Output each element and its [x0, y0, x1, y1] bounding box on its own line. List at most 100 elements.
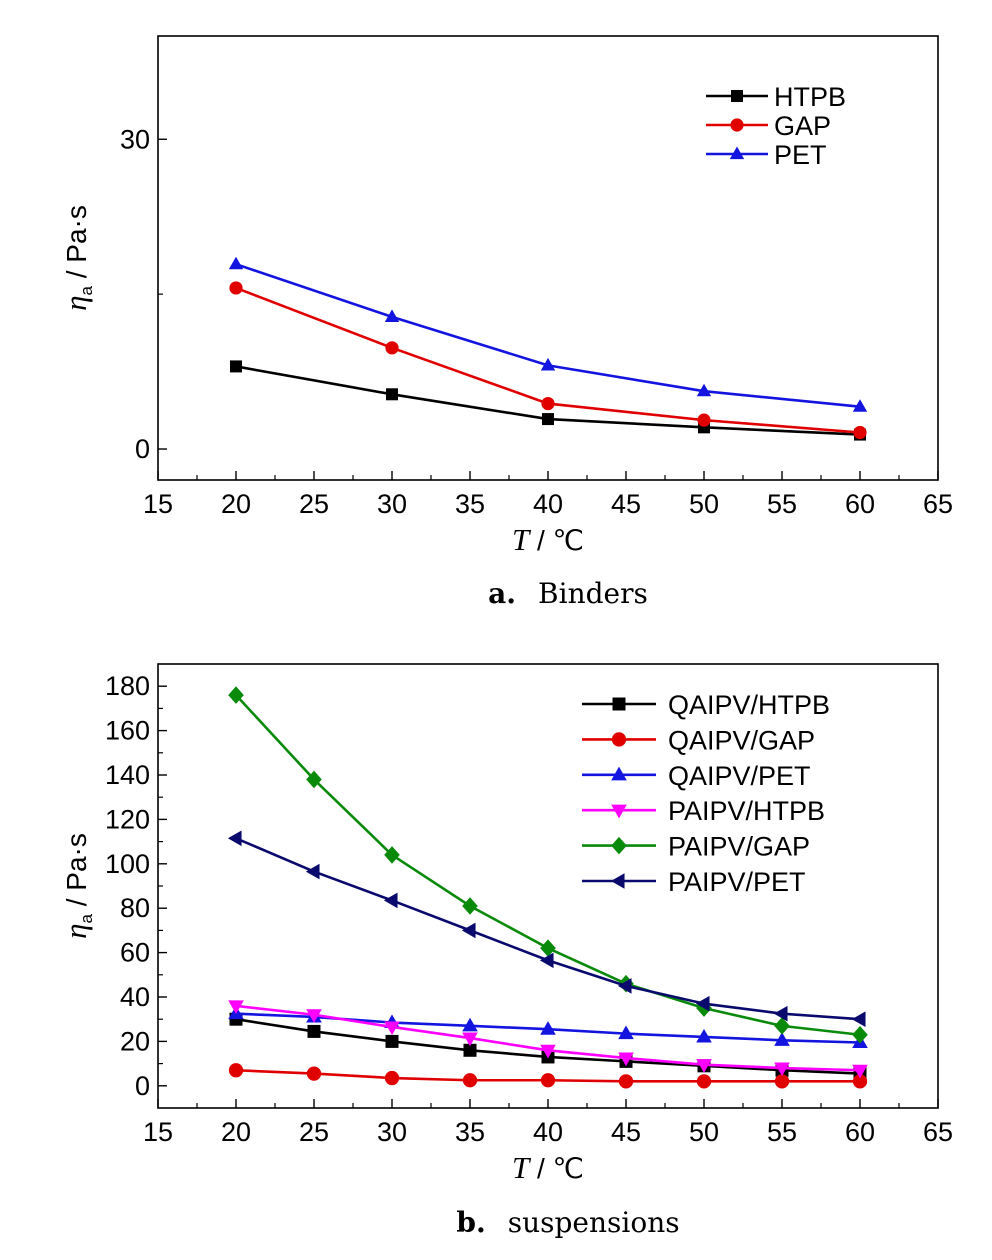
- data-point: [696, 1028, 712, 1043]
- data-point: [852, 1074, 868, 1089]
- legend-marker: [612, 697, 626, 711]
- legend-entry: PAIPV/HTPB: [582, 796, 825, 826]
- data-point: [227, 830, 242, 847]
- x-tick-label: 30: [377, 489, 407, 519]
- y-tick-label: 100: [105, 849, 150, 879]
- x-tick-label: 50: [689, 1117, 719, 1147]
- y-axis-label: ηa / Pa·s: [58, 205, 96, 311]
- data-point: [306, 770, 322, 789]
- data-point: [539, 952, 554, 969]
- chart-panel-b: 15 20 25 30 35 40 45 50 55 60 65 0 20 40 60 80 100 120 140…: [58, 663, 953, 1239]
- legend-entry: PET: [706, 140, 827, 170]
- data-point: [540, 357, 556, 371]
- y-tick-label: 0: [135, 1071, 150, 1101]
- data-point: [540, 1044, 556, 1059]
- x-tick-label: 45: [611, 1117, 641, 1147]
- legend-marker: [611, 732, 627, 747]
- series-qaipv-gap: [228, 1063, 868, 1089]
- legend-marker: [611, 766, 627, 781]
- data-point: [462, 897, 478, 915]
- data-point: [305, 863, 320, 880]
- data-point: [774, 1062, 790, 1077]
- data-point: [541, 396, 555, 411]
- x-tick-label: 30: [377, 1117, 407, 1147]
- data-point: [228, 686, 244, 704]
- y-tick-label: 80: [120, 893, 150, 923]
- data-point: [385, 1034, 399, 1048]
- legend-entry: QAIPV/GAP: [582, 725, 815, 755]
- data-point: [774, 1074, 790, 1089]
- y-axis-label-unit: / Pa·s: [61, 833, 92, 914]
- x-tick-label: 25: [299, 489, 329, 519]
- data-point: [696, 383, 712, 397]
- y-axis-label-var: η: [58, 296, 93, 311]
- y-axis-label-var: η: [58, 924, 93, 939]
- x-tick-label: 40: [533, 489, 563, 519]
- y-tick-label: 140: [105, 760, 150, 790]
- data-point: [696, 1074, 712, 1089]
- legend-entry: QAIPV/HTPB: [582, 690, 830, 720]
- legend-label: QAIPV/PET: [668, 761, 811, 791]
- legend-label: QAIPV/GAP: [668, 725, 815, 755]
- data-point: [617, 978, 632, 994]
- y-tick-label: 40: [120, 982, 150, 1012]
- data-point: [384, 1021, 400, 1036]
- legend-marker: [611, 804, 627, 819]
- data-point: [462, 1017, 478, 1032]
- data-point: [462, 1032, 478, 1047]
- data-point: [697, 413, 711, 427]
- legend-label: PAIPV/HTPB: [668, 796, 825, 826]
- x-tick-label: 15: [143, 1117, 173, 1147]
- panel-caption: a. Binders: [488, 577, 648, 610]
- data-point: [228, 1000, 244, 1015]
- legend-label: HTPB: [774, 82, 846, 112]
- legend-label: PAIPV/PET: [668, 867, 806, 897]
- data-point: [228, 1063, 244, 1078]
- data-point: [386, 388, 398, 401]
- data-point: [384, 309, 400, 322]
- y-tick-label: 60: [120, 938, 150, 968]
- x-tick-label: 65: [923, 489, 953, 519]
- legend-entry: PAIPV/PET: [582, 867, 806, 897]
- x-tick-label: 20: [221, 1117, 251, 1147]
- data-point: [540, 1073, 556, 1088]
- panel-caption-text: Binders: [538, 577, 648, 610]
- legend-label: PAIPV/GAP: [668, 832, 810, 862]
- x-tick-label: 20: [221, 489, 251, 519]
- data-point: [540, 939, 556, 957]
- data-point: [230, 360, 242, 373]
- data-point: [540, 1021, 556, 1035]
- legend-label: GAP: [774, 111, 831, 141]
- legend-entry: HTPB: [706, 82, 846, 112]
- data-point: [383, 892, 398, 909]
- y-tick-label: 0: [135, 434, 150, 464]
- data-point: [463, 1043, 477, 1057]
- data-point: [384, 1070, 400, 1086]
- x-tick-label: 55: [767, 1117, 797, 1147]
- y-axis-label-unit: / Pa·s: [61, 205, 92, 286]
- data-point: [773, 1005, 788, 1022]
- data-point: [228, 256, 244, 270]
- data-point: [384, 846, 400, 864]
- data-point: [307, 1024, 321, 1038]
- x-axis-label-var: T: [512, 522, 532, 557]
- series-gap: [229, 281, 867, 440]
- data-point: [696, 1059, 712, 1073]
- x-tick-label: 35: [455, 1117, 485, 1147]
- data-point: [695, 995, 710, 1012]
- legend-entry: PAIPV/GAP: [582, 832, 810, 862]
- x-tick-label: 60: [845, 1117, 875, 1147]
- y-tick-label: 120: [105, 804, 150, 834]
- legend-marker: [730, 118, 744, 132]
- data-point: [462, 1073, 478, 1088]
- legend-label: PET: [774, 140, 827, 170]
- y-tick-label: 180: [105, 671, 150, 701]
- legend-entry: QAIPV/PET: [582, 761, 811, 791]
- legend-marker: [611, 836, 627, 855]
- y-tick-label: 20: [120, 1026, 150, 1056]
- data-point: [618, 1074, 634, 1089]
- legend-entry: GAP: [706, 111, 831, 141]
- x-tick-label: 35: [455, 489, 485, 519]
- x-axis-label-var: T: [512, 1150, 532, 1185]
